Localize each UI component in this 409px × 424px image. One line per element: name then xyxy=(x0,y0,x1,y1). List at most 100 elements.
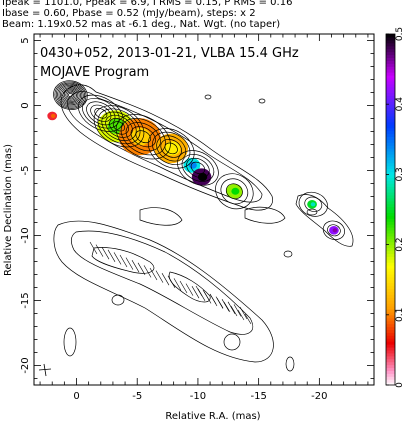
evpa-vector xyxy=(167,275,176,288)
colorbar-segment xyxy=(386,288,395,292)
colorbar-segment xyxy=(386,332,395,336)
colorbar-segment xyxy=(386,63,395,67)
colorbar-segment xyxy=(386,48,395,53)
colorbar-segment xyxy=(386,221,395,225)
colorbar-segment xyxy=(386,358,395,363)
colorbar-segment xyxy=(386,344,395,348)
colorbar-segment xyxy=(386,341,395,345)
colorbar-segment xyxy=(386,326,395,331)
colorbar-segment xyxy=(386,89,395,94)
intensity-contour xyxy=(327,224,341,237)
colorbar-segment xyxy=(386,57,395,61)
colorbar-segment xyxy=(386,45,395,50)
colorbar-segment xyxy=(386,262,395,266)
colorbar-segment xyxy=(386,115,395,120)
colorbar-segment xyxy=(386,306,395,310)
colorbar-segment xyxy=(386,349,395,354)
colorbar-segment xyxy=(386,224,395,228)
intensity-contour xyxy=(220,178,249,205)
header-line-beam: Beam: 1.19x0.52 mas at -6.1 deg., Nat. W… xyxy=(2,19,281,30)
evpa-vector xyxy=(143,265,152,278)
intensity-contour xyxy=(105,114,133,138)
colorbar-segment xyxy=(386,335,395,339)
intensity-contour xyxy=(190,161,206,175)
intensity-contour xyxy=(322,220,346,240)
colorbar-segment xyxy=(386,250,395,254)
colorbar-segment xyxy=(386,133,395,137)
colorbar-segment xyxy=(386,200,395,205)
colorbar-segment xyxy=(386,379,395,383)
colorbar-segment xyxy=(386,110,395,114)
colorbar-segment xyxy=(386,270,395,275)
evpa-vector xyxy=(179,280,188,294)
intensity-contour xyxy=(115,114,171,160)
intensity-contour xyxy=(186,157,210,178)
colorbar-segment xyxy=(386,183,395,187)
intensity-contour xyxy=(82,98,120,129)
colorbar-segment xyxy=(386,36,395,41)
colorbar-segment xyxy=(386,355,395,360)
evpa-vector xyxy=(125,257,134,270)
colorbar-segment xyxy=(386,145,395,149)
intensity-contour xyxy=(130,126,156,148)
colorbar-segment xyxy=(386,241,395,246)
evpa-vector xyxy=(107,249,116,262)
colorbar-segment xyxy=(386,338,395,342)
intensity-contour xyxy=(59,86,81,105)
colorbar-segment xyxy=(386,42,395,47)
colorbar-segment xyxy=(386,247,395,252)
map-header: Ipeak = 1101.0, Ppeak = 6.9, I RMS = 0.1… xyxy=(2,0,407,30)
colorbar-segment xyxy=(386,186,395,190)
intensity-contour xyxy=(152,131,191,166)
colorbar-segment xyxy=(386,276,395,281)
colorbar-segment xyxy=(386,256,395,260)
colorbar-segment xyxy=(386,92,395,97)
x-tick-label: -5 xyxy=(132,391,142,402)
colorbar-segment xyxy=(386,297,395,301)
beam-marker xyxy=(38,363,52,377)
colorbar-segment xyxy=(386,156,395,161)
colorbar-segment xyxy=(386,180,395,184)
x-tick-label: -15 xyxy=(250,391,266,402)
intensity-contour xyxy=(53,80,88,110)
colorbar-segment xyxy=(386,98,395,102)
evpa-vector xyxy=(173,278,182,291)
colorbar-segment xyxy=(386,142,395,146)
colorbar-segment xyxy=(386,60,395,64)
intensity-contour xyxy=(97,108,141,145)
header-line-peak: Ipeak = 1101.0, Ppeak = 6.9, I RMS = 0.1… xyxy=(2,0,293,8)
polarization-spot-core xyxy=(231,187,240,195)
colorbar-segment xyxy=(386,86,395,91)
colorbar-segment xyxy=(386,285,395,290)
colorbar-segment xyxy=(386,218,395,222)
colorbar-segment xyxy=(386,171,395,175)
colorbar-tick-label: 0 xyxy=(395,382,405,388)
intensity-contour xyxy=(156,135,187,162)
intensity-contour xyxy=(215,173,254,210)
colorbar-segment xyxy=(386,130,395,135)
colorbar-segment xyxy=(386,151,395,155)
colorbar-segment xyxy=(386,238,395,243)
y-tick-label: -5 xyxy=(20,166,31,176)
evpa-vector xyxy=(237,309,245,321)
colorbar-segment xyxy=(386,194,395,199)
evpa-vector xyxy=(89,241,98,255)
colorbar-segment xyxy=(386,373,395,377)
colorbar-segment xyxy=(386,95,395,99)
colorbar-segment xyxy=(386,206,395,211)
intensity-contour xyxy=(147,128,195,169)
intensity-contour xyxy=(112,121,126,132)
intensity-contour xyxy=(101,111,137,141)
x-tick-label: -20 xyxy=(311,391,327,402)
colorbar-segment xyxy=(386,382,395,386)
colorbar-segment xyxy=(386,51,395,56)
evpa-vector xyxy=(149,267,158,281)
colorbar-segment xyxy=(386,370,395,374)
colorbar-segment xyxy=(386,165,395,170)
x-tick-labels: 0 -5 -10 -15 -20 xyxy=(73,391,327,402)
colorbar-segment xyxy=(386,311,395,316)
colorbar-segment xyxy=(386,268,395,272)
colorbar-segment xyxy=(386,323,395,328)
intensity-contour xyxy=(63,89,77,101)
colorbar-segment xyxy=(386,121,395,126)
